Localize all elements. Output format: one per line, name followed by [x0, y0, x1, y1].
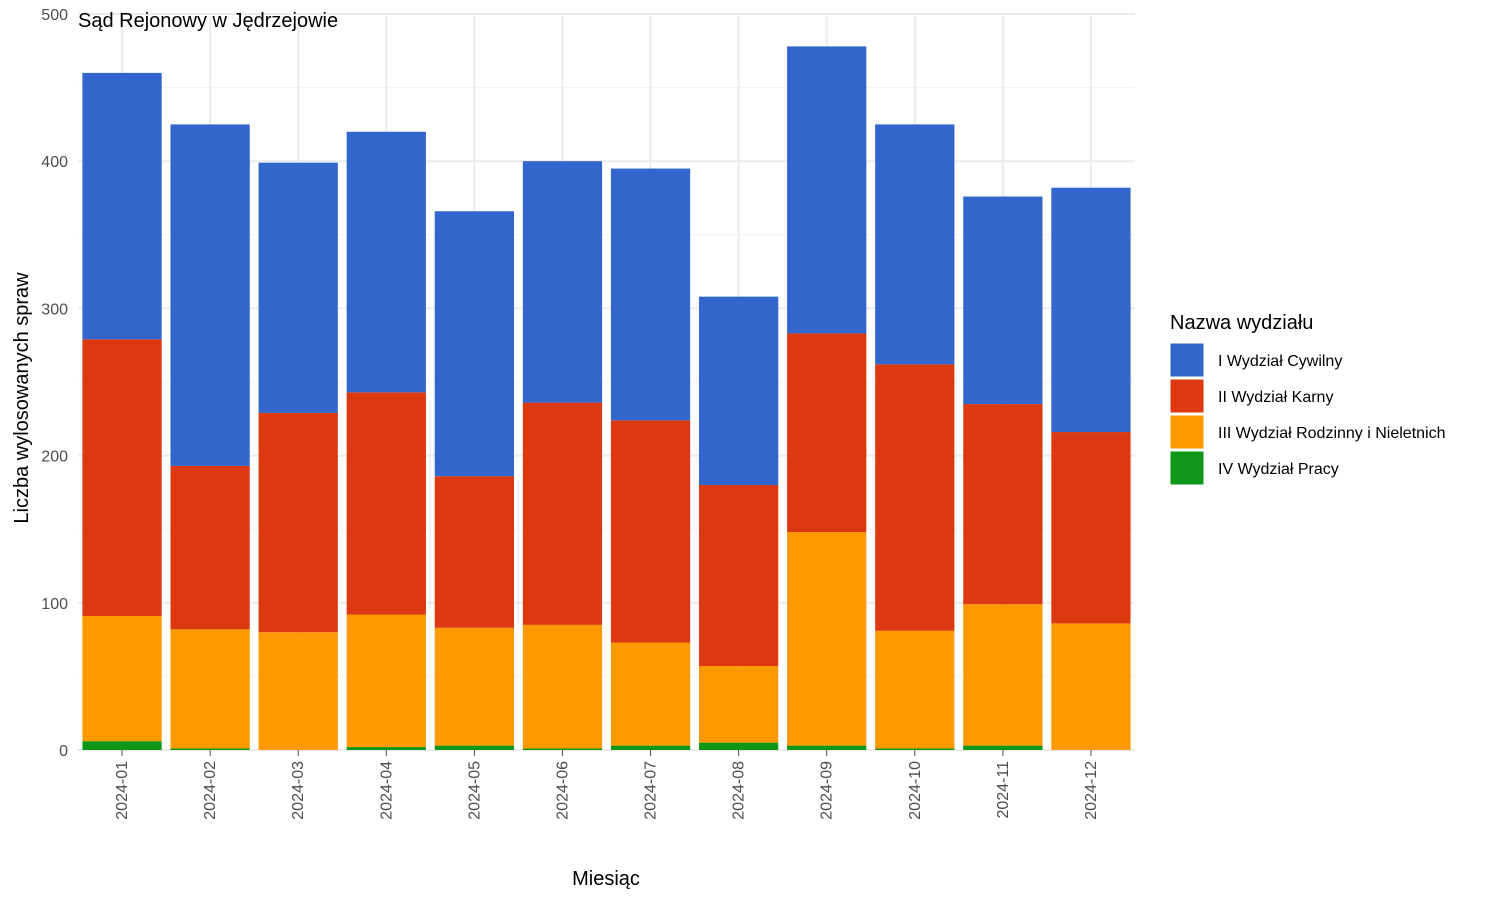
bar-segment: [522, 748, 603, 750]
x-tick-label: 2024-11: [995, 761, 1012, 819]
x-tick-label: 2024-02: [202, 761, 219, 820]
y-tick-label: 100: [41, 596, 68, 613]
x-axis-title: Miesiąc: [572, 868, 640, 890]
bar-segment: [963, 404, 1043, 605]
legend-swatch: [1169, 450, 1205, 486]
legend-swatch: [1169, 378, 1205, 414]
bar-segment: [610, 642, 691, 746]
bar-segment: [170, 748, 250, 750]
bar-segment: [82, 339, 162, 617]
bar-segment: [82, 72, 162, 340]
bar-segment: [1051, 432, 1131, 624]
bar-segment: [875, 748, 955, 750]
x-tick-label: 2024-01: [114, 761, 131, 820]
bar-segment: [434, 476, 515, 628]
y-axis-title: Liczba wylosowanych spraw: [11, 272, 33, 524]
bar-segment: [258, 162, 338, 413]
bar-segment: [522, 402, 603, 625]
bar-segment: [170, 629, 250, 749]
bar-segment: [522, 624, 603, 749]
legend-swatch: [1169, 414, 1205, 450]
bar-segment: [787, 333, 867, 533]
legend-label: I Wydział Cywilny: [1218, 353, 1342, 370]
bar-segment: [698, 296, 779, 486]
bar-segment: [434, 627, 515, 746]
bar-segment: [787, 532, 867, 746]
y-tick-label: 0: [59, 743, 68, 760]
bar-segment: [82, 616, 162, 742]
bar-segment: [698, 666, 779, 743]
bar-segment: [787, 745, 867, 750]
bar-segment: [346, 392, 426, 615]
bar-segment: [522, 161, 603, 403]
y-tick-label: 200: [41, 449, 68, 466]
chart-subtitle: Sąd Rejonowy w Jędrzejowie: [78, 10, 338, 32]
bar-segment: [963, 745, 1043, 750]
bar-segment: [963, 604, 1043, 746]
bar-segment: [610, 745, 691, 750]
legend-label: II Wydział Karny: [1218, 389, 1333, 406]
bar-segment: [698, 742, 779, 750]
legend-swatch: [1169, 342, 1205, 378]
x-tick-label: 2024-08: [731, 761, 748, 820]
y-tick-label: 400: [41, 154, 68, 171]
bar-segment: [1051, 187, 1131, 433]
x-axis: 2024-01 2024-02 2024-03 2024-04 2024-05 2024-…: [114, 750, 1100, 820]
y-tick-label: 300: [41, 301, 68, 318]
bar-segment: [170, 124, 250, 466]
bars: [82, 46, 1131, 750]
x-tick-label: 2024-12: [1083, 761, 1100, 820]
bar-segment: [170, 465, 250, 630]
legend-label: IV Wydział Pracy: [1218, 461, 1339, 478]
x-tick-label: 2024-04: [378, 761, 395, 820]
bar-segment: [610, 420, 691, 643]
x-tick-label: 2024-03: [290, 761, 307, 820]
bar-segment: [963, 196, 1043, 405]
bar-segment: [1051, 623, 1131, 750]
bar-segment: [610, 168, 691, 421]
y-axis: 0 100 200 300 400 500: [41, 7, 68, 760]
bar-segment: [258, 632, 338, 750]
x-tick-label: 2024-09: [819, 761, 836, 820]
legend-label: III Wydział Rodzinny i Nieletnich: [1218, 425, 1446, 442]
x-tick-label: 2024-10: [907, 761, 924, 820]
bar-segment: [82, 741, 162, 750]
bar-segment: [434, 211, 515, 477]
legend: Nazwa wydziału I Wydział Cywilny II Wydzi…: [1169, 312, 1446, 486]
y-tick-label: 500: [41, 7, 68, 24]
bar-segment: [346, 747, 426, 750]
bar-segment: [787, 46, 867, 334]
bar-segment: [346, 131, 426, 393]
bar-segment: [258, 412, 338, 633]
x-tick-label: 2024-06: [554, 761, 571, 820]
bar-segment: [875, 124, 955, 365]
bar-segment: [875, 630, 955, 749]
x-tick-label: 2024-05: [466, 761, 483, 820]
bar-segment: [875, 364, 955, 631]
bar-segment: [698, 485, 779, 667]
legend-title: Nazwa wydziału: [1170, 312, 1313, 334]
bar-segment: [434, 745, 515, 750]
bar-segment: [346, 614, 426, 748]
x-tick-label: 2024-07: [643, 761, 660, 820]
